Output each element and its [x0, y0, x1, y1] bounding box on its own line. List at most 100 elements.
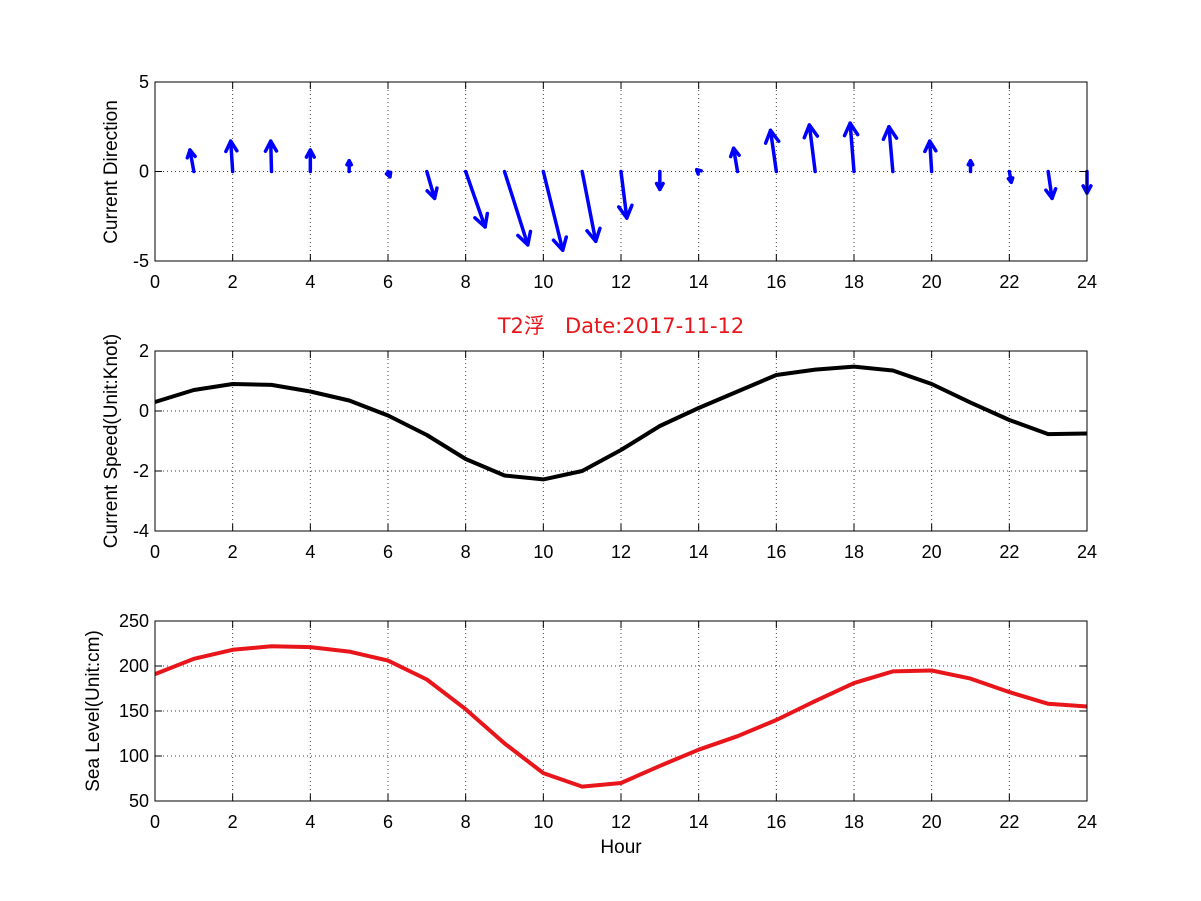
sea-level-xtick-label: 20	[922, 812, 942, 832]
current-arrow-shaft	[887, 125, 895, 174]
current-arrow-shaft	[619, 169, 629, 220]
current-speed-xtick-label: 8	[461, 542, 471, 562]
current-speed-ytick-label: -2	[133, 461, 149, 481]
current-arrow	[842, 121, 860, 174]
current-arrow	[728, 146, 741, 174]
current-direction-xtick-label: 0	[150, 272, 160, 292]
sea-level-ytick-label: 250	[119, 611, 149, 631]
current-arrow-head	[881, 125, 899, 142]
sea-level-xlabel: Hour	[600, 837, 642, 858]
current-arrow-head	[224, 139, 239, 154]
current-arrow-head	[425, 186, 439, 201]
current-arrow	[802, 123, 820, 174]
current-arrow	[224, 139, 239, 174]
sea-level-xtick-label: 18	[844, 812, 864, 832]
current-speed-ytick-label: -4	[133, 521, 149, 541]
current-arrow-head	[728, 146, 741, 159]
current-arrow	[1044, 169, 1058, 201]
current-arrow	[185, 148, 197, 174]
current-arrow	[384, 169, 393, 179]
current-arrow-shaft	[502, 169, 530, 247]
current-direction-xtick-label: 22	[999, 272, 1019, 292]
current-arrow	[463, 169, 490, 229]
current-direction-xtick-label: 16	[766, 272, 786, 292]
current-direction-xtick-label: 2	[228, 272, 238, 292]
current-arrow	[502, 169, 533, 247]
sea-level-ylabel: Sea Level(Unit:cm)	[83, 630, 104, 792]
sea-level-xtick-label: 22	[999, 812, 1019, 832]
sea-level-ytick-label: 50	[129, 791, 149, 811]
current-arrow-shaft	[580, 169, 598, 244]
sea-level-xtick-label: 8	[461, 812, 471, 832]
sea-level-xtick-label: 2	[228, 812, 238, 832]
current-arrow	[1006, 169, 1015, 184]
current-speed-xtick-label: 12	[611, 542, 631, 562]
current-arrow	[345, 159, 354, 174]
current-arrow	[425, 169, 439, 201]
sea-level-series-line	[154, 644, 1088, 789]
current-arrow-head	[966, 159, 975, 167]
sea-level-xtick-label: 14	[689, 812, 709, 832]
current-arrow-shaft	[1046, 169, 1054, 201]
current-arrow	[580, 169, 602, 244]
current-arrow-shaft	[268, 139, 274, 174]
sea-level-xtick-label: 10	[533, 812, 553, 832]
current-arrow-head	[802, 123, 820, 140]
current-arrow-shaft	[228, 139, 235, 174]
current-direction-ytick-label: -5	[133, 251, 149, 271]
current-arrow-shaft	[927, 139, 934, 174]
current-arrow	[263, 139, 279, 174]
sea-level-xtick-label: 4	[305, 812, 315, 832]
sea-level-ytick-label: 150	[119, 701, 149, 721]
current-arrow-head	[585, 226, 602, 244]
current-speed-xtick-label: 4	[305, 542, 315, 562]
sea-level-ytick-label: 100	[119, 746, 149, 766]
current-arrow-head	[923, 139, 938, 154]
current-arrow-shaft	[848, 121, 856, 174]
current-direction-xtick-label: 10	[533, 272, 553, 292]
current-speed-xtick-label: 0	[150, 542, 160, 562]
current-direction-xtick-label: 20	[922, 272, 942, 292]
current-arrow-shaft	[188, 148, 196, 174]
current-speed-xtick-label: 6	[383, 542, 393, 562]
current-direction-xtick-label: 4	[305, 272, 315, 292]
current-arrow	[763, 128, 781, 174]
current-speed-xtick-label: 22	[999, 542, 1019, 562]
current-speed-ytick-label: 2	[139, 341, 149, 361]
current-direction-xtick-label: 12	[611, 272, 631, 292]
current-direction-xtick-label: 8	[461, 272, 471, 292]
current-arrow	[654, 169, 665, 192]
current-arrow-shaft	[541, 169, 565, 253]
current-speed-series-line	[154, 364, 1088, 482]
current-speed-xtick-label: 18	[844, 542, 864, 562]
current-arrow-shaft	[807, 123, 817, 174]
current-direction-xtick-label: 6	[383, 272, 393, 292]
current-arrow-head	[345, 159, 354, 167]
current-arrow-head	[842, 121, 860, 138]
sea-level-xtick-label: 6	[383, 812, 393, 832]
sea-level-xtick-label: 12	[611, 812, 631, 832]
sea-level-xtick-label: 16	[766, 812, 786, 832]
current-speed-xtick-label: 2	[228, 542, 238, 562]
current-direction-xtick-label: 18	[844, 272, 864, 292]
current-arrow-head	[1044, 187, 1058, 201]
current-arrow	[694, 167, 703, 176]
current-speed-xtick-label: 24	[1077, 542, 1097, 562]
current-arrow-head	[384, 170, 393, 179]
current-arrow-head	[185, 148, 197, 160]
sea-level-xtick-label: 0	[150, 812, 160, 832]
current-arrow-head	[473, 211, 490, 229]
current-arrow	[304, 148, 316, 174]
current-direction-panel: 0 2 4 6 8 10 12 14 16 18 20 22 24-505 Current Direct…	[101, 72, 1097, 292]
current-arrow-shaft	[463, 169, 487, 229]
current-speed-ylabel: Current Speed(Unit:Knot)	[101, 334, 122, 548]
current-direction-ytick-label: 0	[139, 162, 149, 182]
current-speed-xtick-label: 16	[766, 542, 786, 562]
current-direction-ylabel: Current Direction	[101, 100, 122, 244]
sea-level-ytick-label: 200	[119, 656, 149, 676]
current-speed-xtick-label: 14	[689, 542, 709, 562]
current-arrow-shaft	[768, 128, 779, 174]
current-direction-xtick-label: 24	[1077, 272, 1097, 292]
